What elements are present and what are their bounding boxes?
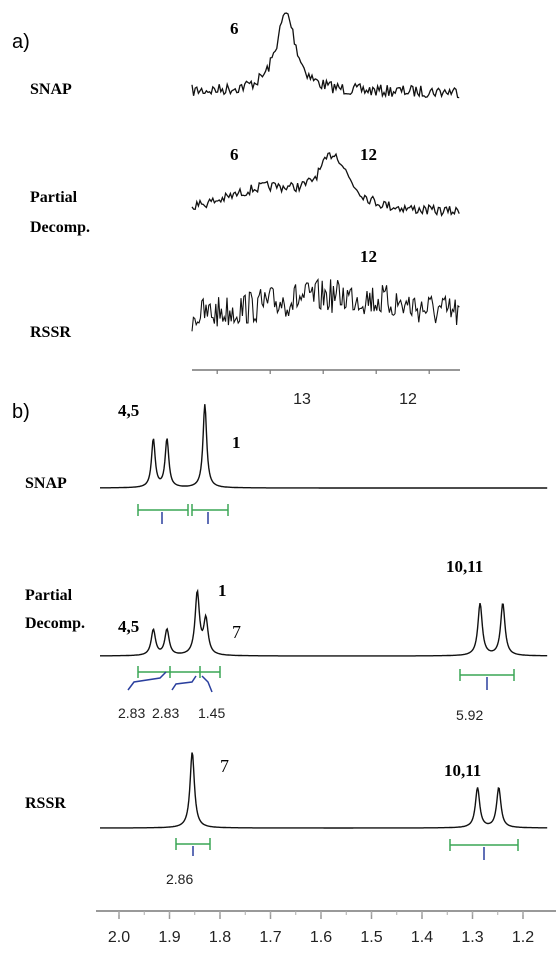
b-snap-spectrum	[100, 404, 548, 489]
b-x-tick-label: 2.0	[108, 929, 130, 946]
a-rssr-spectrum	[191, 278, 460, 332]
a-rssr-peak-12: 12	[360, 247, 377, 266]
b-partial-label-2: Decomp.	[25, 615, 85, 632]
a-partial-peak-6: 6	[230, 145, 239, 164]
a-x-ticks	[216, 370, 430, 374]
b-partial-peak-45: 4,5	[118, 617, 139, 636]
b-rssr-integral-286: 2.86	[166, 871, 193, 887]
a-snap-spectrum	[191, 12, 460, 99]
b-rssr-peak-1011: 10,11	[444, 761, 481, 780]
b-rssr-integral-1	[175, 838, 211, 856]
a-snap-label: SNAP	[30, 81, 72, 98]
panel-a-label: a)	[12, 31, 30, 53]
b-snap-integral-2	[191, 504, 229, 524]
b-partial-integral-283a: 2.83	[118, 705, 145, 721]
b-x-tick-label: 1.6	[310, 929, 332, 946]
b-partial-integral-2	[459, 669, 515, 690]
b-snap-integral-1	[137, 504, 189, 524]
b-snap-peak-45: 4,5	[118, 401, 139, 420]
b-partial-peak-1011: 10,11	[446, 557, 483, 576]
b-x-ticks: 2.0 1.9 1.8 1.7 1.6 1.5 1.4 1.3 1.2	[108, 911, 534, 946]
b-partial-peak-7: 7	[232, 622, 241, 642]
panel-b-label: b)	[12, 401, 30, 423]
b-partial-integral-1	[127, 666, 221, 693]
b-x-tick-label: 1.7	[259, 929, 281, 946]
b-partial-integral-145: 1.45	[198, 705, 225, 721]
b-rssr-spectrum	[100, 752, 548, 829]
a-rssr-label: RSSR	[30, 324, 71, 341]
a-partial-label-1: Partial	[30, 189, 78, 206]
b-x-tick-label: 1.2	[512, 929, 534, 946]
b-snap-label: SNAP	[25, 475, 67, 492]
b-partial-integral-592: 5.92	[456, 707, 483, 723]
a-snap-peak-6: 6	[230, 19, 239, 38]
b-rssr-peak-7: 7	[220, 756, 229, 776]
b-rssr-integral-2	[449, 839, 519, 860]
b-x-tick-label: 1.5	[360, 929, 382, 946]
a-tick-12: 12	[399, 391, 417, 408]
a-partial-label-2: Decomp.	[30, 219, 90, 236]
b-x-tick-label: 1.3	[461, 929, 483, 946]
a-partial-peak-12: 12	[360, 145, 377, 164]
b-partial-label-1: Partial	[25, 587, 73, 604]
b-partial-spectrum	[100, 588, 548, 657]
b-snap-peak-1: 1	[232, 433, 241, 452]
a-partial-spectrum	[191, 152, 460, 217]
b-partial-integral-283b: 2.83	[152, 705, 179, 721]
b-x-tick-label: 1.4	[411, 929, 433, 946]
b-x-tick-label: 1.8	[209, 929, 231, 946]
b-rssr-label: RSSR	[25, 795, 66, 812]
b-x-tick-label: 1.9	[158, 929, 180, 946]
b-partial-peak-1: 1	[218, 581, 227, 600]
a-tick-13: 13	[293, 391, 311, 408]
